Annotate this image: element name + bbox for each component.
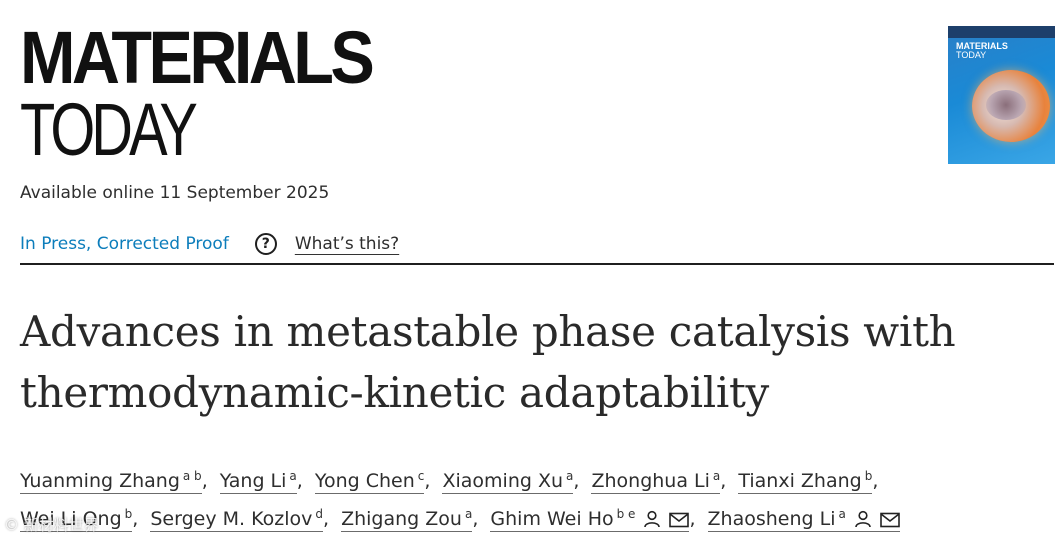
author-name: Sergey M. Kozlov bbox=[150, 508, 313, 530]
author-affiliation: a bbox=[566, 468, 574, 483]
author-link[interactable]: Zhigang Zou a bbox=[341, 506, 473, 532]
logo-line-today: TODAY bbox=[20, 88, 198, 171]
person-icon bbox=[855, 510, 871, 528]
cover-title: MATERIALS TODAY bbox=[956, 42, 1008, 60]
article-title-line1: Advances in metastable phase catalysis w… bbox=[20, 307, 956, 356]
logo-line-materials: MATERIALS bbox=[20, 16, 375, 99]
availability-date: Available online 11 September 2025 bbox=[20, 183, 330, 203]
header-divider bbox=[20, 263, 1054, 265]
author-name: Zhonghua Li bbox=[591, 470, 710, 492]
author-affiliation: c bbox=[417, 468, 425, 483]
author-link-corresponding[interactable]: Ghim Wei Ho b e bbox=[490, 506, 690, 532]
article-title-line2: thermodynamic-kinetic adaptability bbox=[20, 368, 769, 417]
author-affiliation: d bbox=[315, 506, 323, 521]
journal-logo[interactable]: MATERIALS TODAY bbox=[20, 16, 410, 171]
author-line-2: Wei Li Ong b, Sergey M. Kozlov d, Zhigang … bbox=[20, 500, 1060, 538]
envelope-icon bbox=[880, 512, 900, 528]
author-name: Xiaoming Xu bbox=[442, 470, 564, 492]
author-line-1: Yuanming Zhang a b, Yang Li a, Yong Chen c,… bbox=[20, 468, 879, 494]
person-icon bbox=[644, 510, 661, 528]
question-circle-icon[interactable]: ? bbox=[254, 233, 277, 255]
article-status-row: In Press, Corrected Proof ? What’s this? bbox=[20, 233, 399, 255]
author-link-corresponding[interactable]: Zhaosheng Li a bbox=[707, 506, 900, 532]
author-affiliation: b e bbox=[616, 506, 636, 521]
author-name: Yong Chen bbox=[314, 470, 415, 492]
author-name: Yang Li bbox=[219, 470, 287, 492]
watermark-text: © 新材料世界 bbox=[4, 516, 99, 534]
author-name: Zhigang Zou bbox=[341, 508, 462, 530]
author-affiliation: a bbox=[289, 468, 297, 483]
author-name: Yuanming Zhang bbox=[20, 470, 180, 492]
in-press-link[interactable]: In Press, Corrected Proof bbox=[20, 234, 229, 254]
author-link[interactable]: Tianxi Zhang b bbox=[738, 468, 873, 494]
author-link[interactable]: Zhonghua Li a bbox=[591, 468, 721, 494]
author-affiliation: a bbox=[838, 506, 846, 521]
author-link[interactable]: Xiaoming Xu a bbox=[442, 468, 574, 494]
author-affiliation: b bbox=[864, 468, 873, 483]
author-link[interactable]: Wei Li Ong b bbox=[20, 506, 133, 532]
author-name: Tianxi Zhang bbox=[738, 470, 862, 492]
whats-this-link[interactable]: What’s this? bbox=[294, 234, 400, 254]
author-name: Zhaosheng Li bbox=[707, 508, 836, 530]
cover-artwork-center bbox=[986, 90, 1026, 120]
article-title: Advances in metastable phase catalysis w… bbox=[20, 301, 1060, 423]
author-affiliation: a bbox=[712, 468, 721, 483]
author-link[interactable]: Sergey M. Kozlov d bbox=[150, 508, 323, 532]
author-name: Ghim Wei Ho bbox=[490, 508, 614, 530]
author-affiliation: b bbox=[124, 506, 133, 521]
author-link[interactable]: Yuanming Zhang a b bbox=[20, 470, 202, 494]
envelope-icon bbox=[669, 512, 690, 528]
cover-title-line2: TODAY bbox=[956, 50, 987, 60]
author-link[interactable]: Yang Li a bbox=[219, 468, 297, 494]
author-affiliation: a bbox=[464, 506, 473, 521]
author-link[interactable]: Yong Chen c bbox=[314, 468, 425, 494]
journal-cover-image[interactable]: MATERIALS TODAY bbox=[948, 26, 1055, 164]
author-name: Wei Li Ong bbox=[20, 508, 122, 530]
author-list: Yuanming Zhang a b, Yang Li a, Yong Chen c,… bbox=[20, 462, 1060, 538]
cover-header-band bbox=[948, 26, 1055, 38]
cover-title-line1: MATERIALS bbox=[956, 41, 1008, 51]
author-affiliation: a b bbox=[182, 468, 202, 483]
